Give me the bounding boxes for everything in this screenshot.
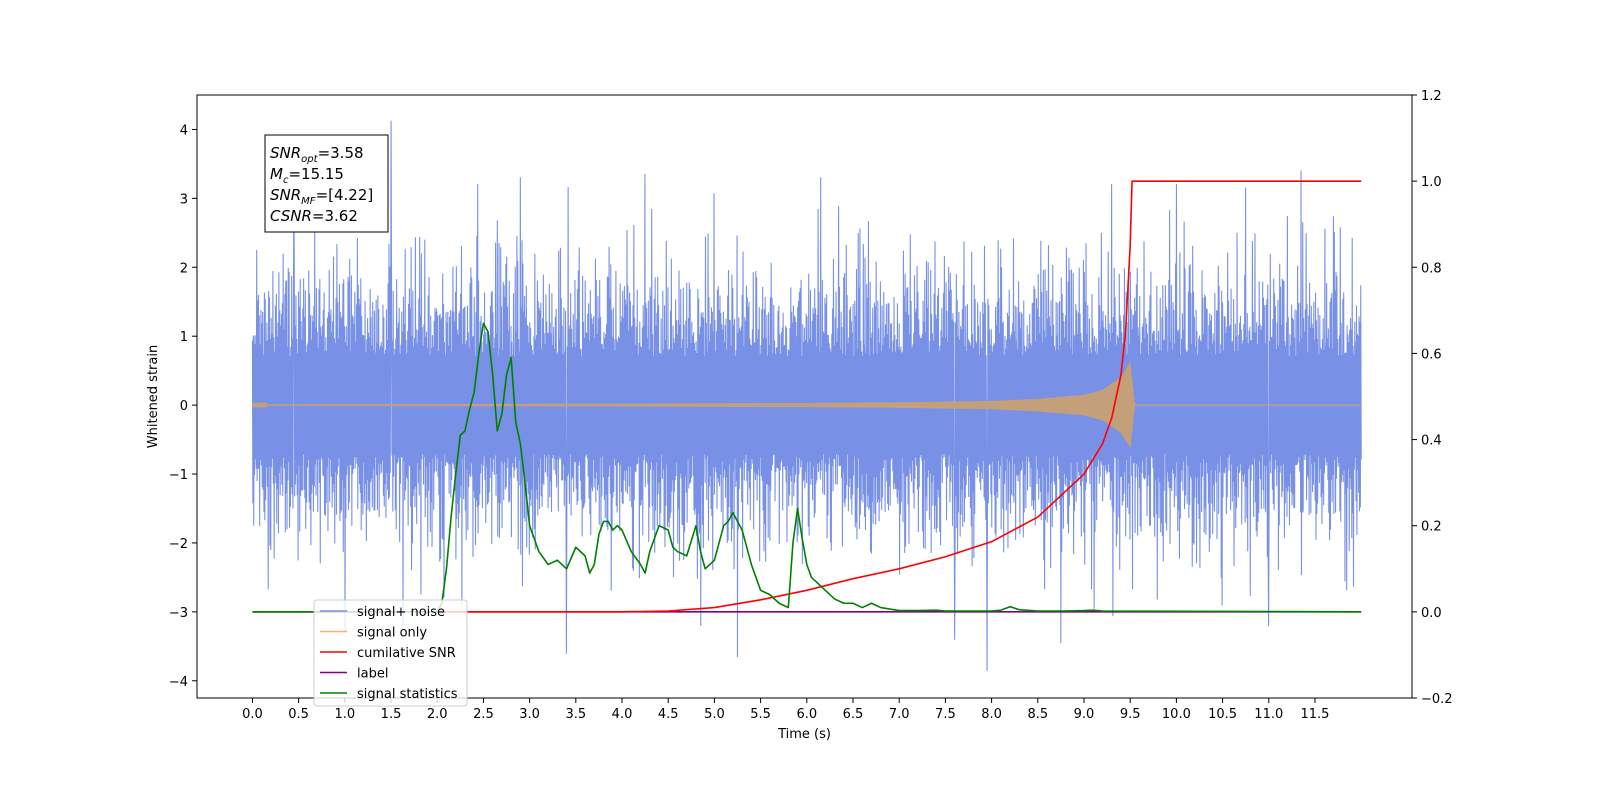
legend-entry-label: label xyxy=(357,667,388,682)
x-tick-label: 9.0 xyxy=(1074,707,1095,722)
annotation-frame xyxy=(264,134,389,233)
series-cumulative-snr-line xyxy=(252,180,1362,613)
series-signal-statistics-line xyxy=(252,322,1362,613)
x-tick-label: 7.5 xyxy=(935,707,956,722)
y-tick-label: −2 xyxy=(169,537,188,552)
y2-tick-label: 0.6 xyxy=(1421,347,1442,362)
annotation-line: SNRMF=[4.22] xyxy=(270,186,373,207)
y2-tick-label: −0.2 xyxy=(1421,692,1453,707)
x-tick-label: 9.5 xyxy=(1120,707,1141,722)
x-tick-label: 4.0 xyxy=(612,707,633,722)
y-tick-label: 1 xyxy=(180,330,188,345)
legend-entry-label: cumilative SNR xyxy=(357,646,456,661)
x-tick-label: 4.5 xyxy=(658,707,679,722)
y-tick-label: −4 xyxy=(169,675,188,690)
x-tick-label: 3.5 xyxy=(565,707,586,722)
legend-entry-label: signal only xyxy=(357,626,427,641)
legend-entry-label: signal+ noise xyxy=(357,605,445,620)
plot-frame xyxy=(196,94,1413,699)
x-tick-label: 8.0 xyxy=(981,707,1002,722)
x-tick-label: 6.0 xyxy=(796,707,817,722)
axes: 0.0 0.5 1.0 1.5 2.0 2.5 3.0 3.5 4.0 4.5 5.0 5.5 6.0 6… xyxy=(146,89,1453,742)
y2-tick-label: 1.0 xyxy=(1421,175,1442,190)
x-tick-label: 1.5 xyxy=(381,707,402,722)
y-tick-label: 2 xyxy=(180,261,188,276)
legend: signal+ noise signal only cumilative SNR la… xyxy=(313,599,468,707)
annotation-line: SNRopt=3.58 xyxy=(270,144,364,165)
y2-tick-label: 0.8 xyxy=(1421,261,1442,276)
annotation-line: Mc=15.15 xyxy=(270,165,344,186)
series-signal-only-line xyxy=(251,362,1362,448)
x-tick-label: 3.0 xyxy=(519,707,540,722)
y-tick-label: 4 xyxy=(180,123,188,138)
y2-tick-label: 0.0 xyxy=(1421,606,1442,621)
y2-tick-label: 1.2 xyxy=(1421,89,1442,104)
series-signal-noise-line xyxy=(251,120,1362,671)
x-tick-label: 6.5 xyxy=(843,707,864,722)
x-tick-label: 11.0 xyxy=(1254,707,1283,722)
y-axis-label: Whitened strain xyxy=(146,345,161,448)
y-tick-label: −3 xyxy=(169,606,188,621)
x-tick-label: 2.0 xyxy=(427,707,448,722)
x-tick-label: 0.0 xyxy=(242,707,263,722)
x-tick-label: 7.0 xyxy=(889,707,910,722)
y2-tick-label: 0.4 xyxy=(1421,434,1442,449)
x-tick-label: 5.0 xyxy=(704,707,725,722)
y2-tick-label: 0.2 xyxy=(1421,520,1442,535)
x-tick-label: 10.5 xyxy=(1208,707,1237,722)
x-tick-label: 2.5 xyxy=(473,707,494,722)
x-tick-label: 0.5 xyxy=(288,707,309,722)
plot-area xyxy=(251,120,1362,671)
x-tick-label: 8.5 xyxy=(1027,707,1048,722)
x-axis-label: Time (s) xyxy=(777,727,831,742)
x-tick-label: 5.5 xyxy=(750,707,771,722)
x-tick-label: 10.0 xyxy=(1162,707,1191,722)
legend-frame xyxy=(313,599,468,707)
legend-entry-label: signal statistics xyxy=(357,687,458,702)
x-tick-label: 11.5 xyxy=(1301,707,1330,722)
y-tick-label: −1 xyxy=(169,468,188,483)
x-tick-label: 1.0 xyxy=(334,707,355,722)
y-tick-label: 3 xyxy=(180,192,188,207)
y-tick-label: 0 xyxy=(180,399,188,414)
annotation-line: CSNR=3.62 xyxy=(270,207,358,225)
